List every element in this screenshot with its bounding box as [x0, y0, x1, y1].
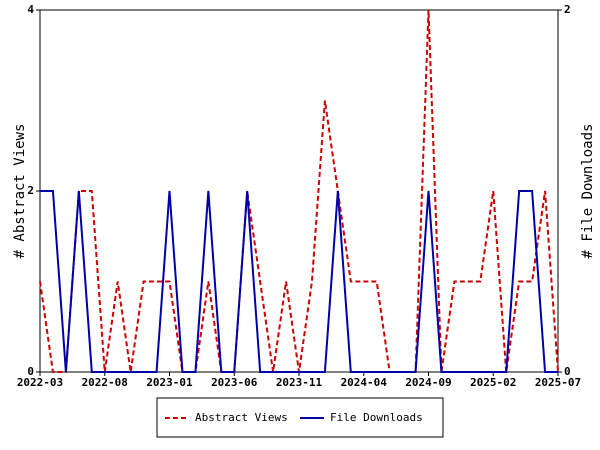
y2-axis-title: # File Downloads: [580, 124, 596, 259]
x-tick-label: 2022-03: [17, 376, 63, 389]
x-tick-label: 2023-06: [211, 376, 258, 389]
y-tick-label: 0: [27, 365, 34, 378]
y2-tick-label: 0: [564, 365, 571, 378]
y-tick-label: 4: [27, 3, 34, 16]
line-series: [39, 9, 559, 373]
plot-frame: [39, 9, 559, 373]
x-tick-label: 2024-09: [405, 376, 451, 389]
x-tick-label: 2025-02: [470, 376, 516, 389]
x-tick-label: 2022-08: [82, 376, 128, 389]
y2-tick-label: 2: [564, 3, 571, 16]
x-tick-label: 2025-07: [535, 376, 581, 389]
x-tick-label: 2023-11: [276, 376, 323, 389]
legend-label: Abstract Views: [195, 411, 288, 424]
x-tick-label: 2024-04: [341, 376, 388, 389]
x-tick-label: 2023-01: [146, 376, 193, 389]
line-series: [40, 190, 558, 373]
y-axis-title: # Abstract Views: [12, 124, 28, 259]
legend-label: File Downloads: [330, 411, 423, 424]
y-tick-label: 2: [27, 184, 34, 197]
